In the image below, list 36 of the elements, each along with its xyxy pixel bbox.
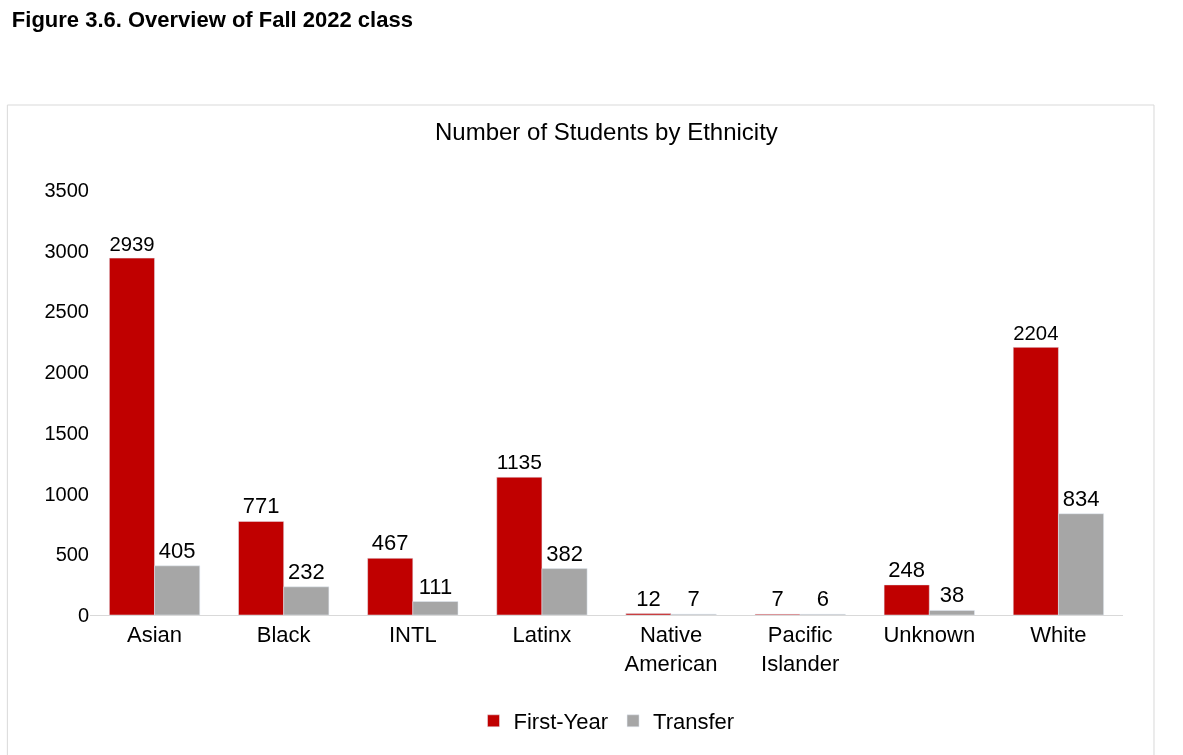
x-tick-label: White: [1030, 622, 1087, 648]
y-tick-label: 1500: [44, 421, 89, 444]
legend-label: Transfer: [653, 709, 735, 735]
y-tick-label: 500: [55, 543, 89, 566]
data-label: 382: [546, 540, 583, 566]
chart-subtitle: Number of Students by Ethnicity: [435, 118, 778, 145]
data-label: 12: [636, 585, 661, 611]
y-tick-label: 1000: [44, 482, 89, 505]
data-label: 2204: [1013, 321, 1059, 344]
x-tick-label: INTL: [388, 622, 437, 648]
data-label: 7: [687, 586, 700, 612]
data-label: 111: [418, 573, 453, 599]
data-label: 2939: [109, 232, 155, 255]
x-tick-label: Native American: [624, 622, 718, 676]
data-label: 467: [371, 530, 409, 556]
x-tick-label: Latinx: [512, 622, 572, 648]
data-label: 232: [287, 558, 325, 584]
y-tick-label: 2500: [44, 300, 89, 323]
y-tick-label: 0: [77, 604, 89, 626]
y-tick-label: 3000: [44, 239, 89, 262]
data-label: 771: [242, 493, 280, 519]
legend-label: First-Year: [513, 709, 609, 735]
data-label: 1135: [496, 450, 542, 474]
x-tick-label: Asian: [127, 622, 183, 648]
x-tick-label: Unknown: [883, 622, 976, 648]
data-label: 6: [816, 586, 829, 612]
y-tick-label: 3500: [44, 179, 89, 201]
x-tick-label: Black: [256, 622, 312, 648]
y-tick-label: 2000: [44, 361, 89, 384]
x-tick-label: Pacific Islander: [761, 622, 840, 676]
data-label: 248: [888, 556, 926, 582]
data-label: 834: [1062, 485, 1100, 511]
chart-title: Figure 3.6. Overview of Fall 2022 class: [11, 6, 413, 32]
data-label: 405: [158, 537, 196, 563]
data-label: 7: [771, 586, 784, 612]
data-label: 38: [939, 582, 965, 608]
